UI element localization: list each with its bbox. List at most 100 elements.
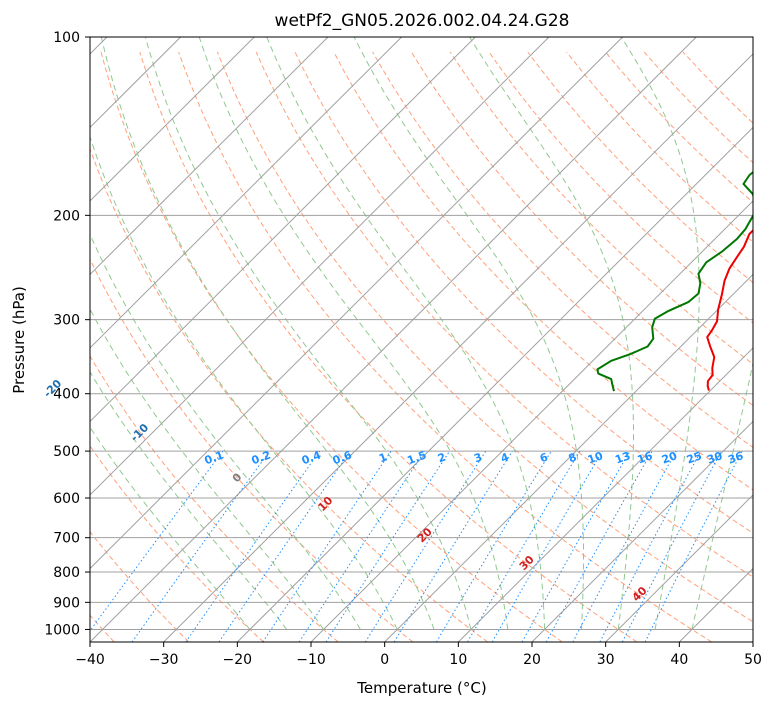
isotherm bbox=[90, 37, 550, 496]
dry-adiabat bbox=[372, 51, 753, 448]
dry-adiabat bbox=[410, 51, 753, 406]
moist-adiabat bbox=[90, 370, 288, 630]
dewpoint-line bbox=[596, 170, 753, 392]
y-tick-label: 600 bbox=[53, 491, 80, 507]
moist-adiabat bbox=[353, 37, 584, 630]
x-tick-label: 0 bbox=[380, 652, 389, 668]
mixing-ratio-line bbox=[435, 450, 552, 642]
x-tick-label: −40 bbox=[75, 652, 105, 668]
mixing-ratio-label: 30 bbox=[705, 449, 724, 467]
mixing-ratio-label: 6 bbox=[538, 450, 550, 465]
y-axis-title: Pressure (hPa) bbox=[10, 286, 28, 394]
mixing-ratio-line bbox=[393, 450, 513, 642]
mixing-ratio-line bbox=[364, 450, 487, 642]
mixing-ratio-label: 16 bbox=[636, 449, 655, 467]
moist-adiabat bbox=[90, 232, 361, 630]
dry-adiabat-label: 30 bbox=[517, 553, 537, 573]
moist-adiabat bbox=[266, 37, 546, 630]
x-tick-label: −30 bbox=[149, 652, 179, 668]
isotherm bbox=[457, 347, 753, 642]
isotherm bbox=[90, 37, 623, 570]
dry-adiabat bbox=[449, 51, 753, 365]
mixing-ratio-line bbox=[572, 450, 677, 642]
y-tick-label: 300 bbox=[53, 313, 80, 329]
mixing-ratio-label: 25 bbox=[685, 449, 704, 466]
moist-adiabat bbox=[469, 37, 634, 630]
x-axis-title: Temperature (°C) bbox=[356, 679, 486, 697]
curve-labels: 0.10.20.40.611.52346810131620253036-100-… bbox=[41, 377, 745, 604]
isotherm bbox=[310, 200, 753, 642]
mixing-ratio-label: 4 bbox=[499, 450, 511, 465]
mixing-ratio-label: 1 bbox=[377, 450, 389, 465]
y-tick-label: 700 bbox=[53, 531, 80, 547]
y-tick-label: 1000 bbox=[44, 622, 80, 638]
mixing-ratio-label: 20 bbox=[660, 449, 679, 467]
dry-adiabat bbox=[100, 51, 563, 642]
mixing-ratio-line bbox=[545, 450, 653, 642]
y-tick-label: 800 bbox=[53, 565, 80, 581]
mixing-ratio-label: 2 bbox=[436, 450, 448, 465]
mixing-ratio-line bbox=[185, 450, 321, 642]
moist-adiabat bbox=[90, 308, 324, 630]
isotherm bbox=[90, 37, 255, 202]
mixing-ratio-line bbox=[599, 450, 702, 642]
axis-ticks: −40 −30 −20 −10 0 10 20 30 40 5010020030040050060… bbox=[44, 30, 762, 668]
isotherm bbox=[90, 37, 329, 276]
mixing-ratio-line bbox=[262, 450, 392, 642]
mixing-ratio-line bbox=[298, 450, 426, 642]
y-tick-label: 900 bbox=[53, 595, 80, 611]
isotherm bbox=[236, 126, 753, 642]
moist-adiabat bbox=[90, 426, 251, 630]
isotherm bbox=[384, 273, 753, 642]
dry-adiabat bbox=[90, 147, 488, 642]
dry-adiabat bbox=[566, 51, 753, 243]
dry-adiabat bbox=[255, 51, 753, 578]
isotherm bbox=[163, 53, 753, 642]
mixing-ratio-line bbox=[218, 450, 351, 642]
series-layer bbox=[596, 170, 753, 392]
isotherm bbox=[605, 494, 753, 642]
dry-adiabat bbox=[488, 51, 753, 324]
y-tick-label: 100 bbox=[53, 30, 80, 46]
mixing-ratio-line bbox=[325, 450, 451, 642]
mixing-ratio-label: 0.2 bbox=[250, 448, 273, 467]
dry-adiabat bbox=[90, 355, 339, 642]
moist-adiabat bbox=[90, 135, 398, 630]
grid-layer bbox=[90, 37, 753, 642]
dry-adiabat bbox=[90, 258, 414, 642]
moist-adiabat bbox=[691, 361, 753, 630]
x-tick-label: 20 bbox=[523, 652, 541, 668]
x-tick-label: 10 bbox=[449, 652, 467, 668]
mixing-ratio-label: 13 bbox=[613, 449, 632, 466]
mixing-ratio-label: 10 bbox=[586, 449, 605, 467]
isotherm bbox=[90, 37, 476, 423]
dry-adiabat bbox=[294, 51, 753, 534]
x-tick-label: −10 bbox=[296, 652, 326, 668]
chart-title: wetPf2_GN05.2026.002.04.24.G28 bbox=[275, 11, 570, 31]
plot-frame bbox=[89, 36, 754, 643]
mixing-ratio-label: 36 bbox=[726, 449, 745, 467]
mixing-ratio-line bbox=[131, 450, 271, 642]
x-tick-label: 40 bbox=[670, 652, 688, 668]
mixing-ratio-line bbox=[90, 450, 224, 632]
x-tick-label: 30 bbox=[597, 652, 615, 668]
moist-adiabat bbox=[198, 37, 509, 630]
dry-adiabat bbox=[90, 530, 190, 642]
mixing-ratio-label: 0.6 bbox=[331, 448, 354, 467]
mixing-ratio-line bbox=[521, 450, 631, 642]
isotherm bbox=[678, 567, 753, 642]
moist-adiabat bbox=[144, 37, 472, 630]
dry-adiabat bbox=[216, 51, 753, 623]
isotherm bbox=[90, 37, 402, 349]
y-tick-label: 500 bbox=[53, 444, 80, 460]
dry-adiabat bbox=[333, 51, 753, 491]
mixing-ratio-label: 8 bbox=[567, 450, 579, 465]
isotherm bbox=[752, 641, 753, 642]
x-tick-label: 50 bbox=[744, 652, 762, 668]
y-tick-label: 400 bbox=[53, 387, 80, 403]
dry-adiabat bbox=[139, 51, 638, 642]
dry-adiabat bbox=[90, 445, 264, 642]
mixing-ratio-line bbox=[621, 450, 722, 642]
dry-adiabat-label: -10 bbox=[128, 421, 151, 444]
